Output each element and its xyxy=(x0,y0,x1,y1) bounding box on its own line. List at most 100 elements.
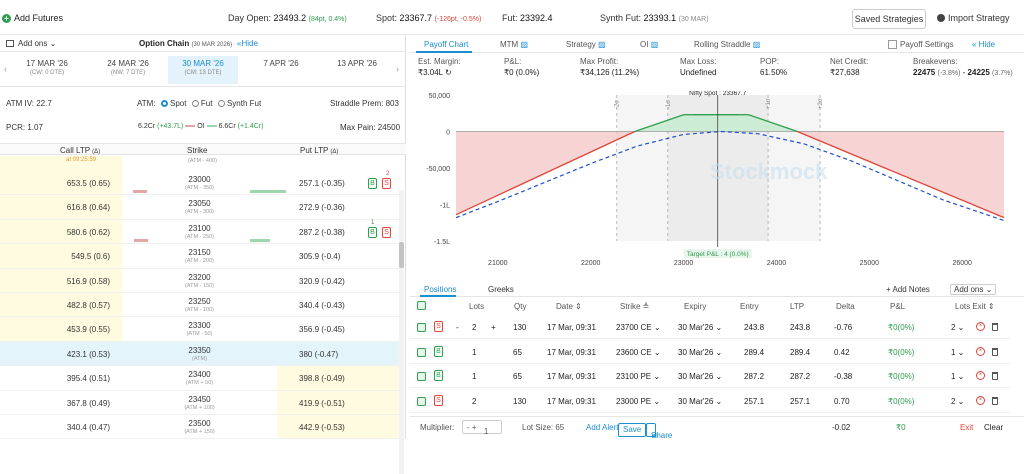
sort-date[interactable]: Date ⇕ xyxy=(556,302,582,311)
add-alert-button[interactable]: Add Alert xyxy=(586,423,619,432)
import-strategy-button[interactable]: Import Strategy xyxy=(937,13,1010,23)
put-ltp[interactable]: 272.9 (-0.36) xyxy=(299,203,345,213)
trash-icon[interactable] xyxy=(992,396,998,405)
put-ltp[interactable]: 257.1 (-0.35) xyxy=(299,179,345,188)
expiry-date-3[interactable]: 7 APR '26 xyxy=(263,59,299,68)
position-row[interactable]: S -2 +130 17 Mar, 09:31 23700 CE ⌄ 30 Mar'26 … xyxy=(410,315,1010,339)
strike-select[interactable]: 23100 PE ⌄ xyxy=(616,372,661,381)
tab-mtm[interactable]: MTM ▨ xyxy=(500,40,529,49)
position-row[interactable]: B 1 65 17 Mar, 09:31 23600 CE ⌄ 30 Mar'26 ⌄ 28… xyxy=(410,340,1010,364)
put-ltp[interactable]: 398.8 (-0.49) xyxy=(277,366,400,390)
exit-lots-select[interactable]: 1 ⌄ xyxy=(951,347,965,357)
trash-icon[interactable] xyxy=(992,323,998,331)
tab-greeks[interactable]: Greeks xyxy=(488,285,514,294)
add-ons-positions[interactable]: Add ons ⌄ xyxy=(950,284,997,295)
position-row[interactable]: B 1 65 17 Mar, 09:31 23100 PE ⌄ 30 Mar'26 ⌄ 28… xyxy=(410,364,1010,388)
trash-icon[interactable] xyxy=(992,372,998,380)
chain-row[interactable]: 580.6 (0.62) 23100 (ATM - 250) 287.2 (-0.38… xyxy=(0,219,400,245)
call-ltp[interactable]: 516.9 (0.58) xyxy=(0,268,122,292)
radio-fut[interactable] xyxy=(191,100,199,108)
buy-badge[interactable]: B xyxy=(368,226,377,238)
trash-icon[interactable] xyxy=(992,347,998,356)
chain-row[interactable]: 367.8 (0.49) 23450 (ATM + 100) 419.9 (-0.51… xyxy=(0,390,400,415)
put-ltp[interactable]: 419.9 (-0.51) xyxy=(277,390,400,414)
row-checkbox[interactable] xyxy=(417,323,426,332)
exit-position-icon[interactable]: × xyxy=(976,346,985,356)
call-ltp[interactable]: 367.8 (0.49) xyxy=(66,398,110,408)
sell-badge[interactable]: S xyxy=(382,178,391,189)
chain-row[interactable]: 482.8 (0.57) 23250 (ATM - 100) 340.4 (-0.43… xyxy=(0,293,400,318)
save-button[interactable]: Save xyxy=(618,423,647,437)
sort-lots-exit[interactable]: Lots Exit ⇕ xyxy=(955,302,995,311)
tab-payoff-chart[interactable]: Payoff Chart xyxy=(424,40,469,49)
multiplier-stepper[interactable]: - 1 + xyxy=(462,420,502,436)
row-checkbox[interactable] xyxy=(417,396,426,406)
exit-position-icon[interactable]: × xyxy=(976,395,985,405)
scroll-thumb[interactable] xyxy=(399,242,404,268)
chain-row[interactable]: 616.8 (0.64) 23050 (ATM - 300) 272.9 (-0.36… xyxy=(0,195,400,220)
chain-row[interactable]: 395.4 (0.51) 23400 (ATM + 50) 398.8 (-0.49) xyxy=(0,366,400,391)
exit-position-icon[interactable]: × xyxy=(976,371,985,380)
tab-rolling-straddle[interactable]: Rolling Straddle ▨ xyxy=(694,40,761,49)
call-ltp[interactable]: 653.5 (0.65) xyxy=(0,171,122,195)
call-ltp[interactable]: 423.1 (0.53) xyxy=(66,349,110,359)
chain-scrollbar[interactable] xyxy=(399,190,404,474)
expiry-select[interactable]: 30 Mar'26 ⌄ xyxy=(678,396,723,406)
radio-synth-fut[interactable] xyxy=(217,100,225,108)
add-ons-dropdown[interactable]: Add ons ⌄ xyxy=(18,39,57,48)
put-ltp[interactable]: 305.9 (-0.4) xyxy=(299,252,341,262)
call-ltp[interactable]: 482.8 (0.57) xyxy=(0,293,122,317)
col-call-ltp[interactable]: Call LTP (Δ) xyxy=(60,146,101,155)
side-badge[interactable]: B xyxy=(434,370,443,381)
chain-row[interactable]: 453.9 (0.55) 23300 (ATM - 50) 356.9 (-0.45) xyxy=(0,317,400,342)
put-ltp[interactable]: 320.9 (-0.42) xyxy=(299,276,345,286)
call-ltp[interactable]: 580.6 (0.62) xyxy=(0,219,122,244)
col-put-ltp[interactable]: Put LTP (Δ) xyxy=(300,146,339,155)
side-badge[interactable]: S xyxy=(434,394,443,406)
expiry-select[interactable]: 30 Mar'26 ⌄ xyxy=(678,372,723,381)
tab-oi[interactable]: OI ▨ xyxy=(640,40,659,49)
expiry-date-2[interactable]: 30 MAR '26 (CM: 13 DTE) xyxy=(168,56,238,84)
call-ltp[interactable]: 453.9 (0.55) xyxy=(0,317,122,341)
add-notes-button[interactable]: + Add Notes xyxy=(886,285,930,294)
strike-select[interactable]: 23600 CE ⌄ xyxy=(616,347,661,357)
chevron-left-icon[interactable]: ‹ xyxy=(4,64,7,74)
expiry-date-1[interactable]: 24 MAR '26 (NW: 7 DTE) xyxy=(107,59,149,76)
share-button[interactable]: ⋖ Share xyxy=(646,423,672,440)
radio-spot[interactable] xyxy=(160,100,168,108)
sort-strike[interactable]: Strike ≜ xyxy=(620,302,650,311)
hide-chain-button[interactable]: «Hide xyxy=(237,39,258,48)
strike-select[interactable]: 23000 PE ⌄ xyxy=(616,396,661,406)
chain-row[interactable]: 340.4 (0.47) 23500 (ATM + 150) 442.9 (-0.53… xyxy=(0,415,400,440)
chain-row[interactable]: 516.9 (0.58) 23200 (ATM - 150) 320.9 (-0.42… xyxy=(0,268,400,293)
expiry-date-0[interactable]: 17 MAR '26 (CW: 0 DTE) xyxy=(26,59,68,76)
chain-row[interactable]: 423.1 (0.53) 23350 (ATM) 380 (-0.47) xyxy=(0,341,400,367)
call-ltp[interactable]: 340.4 (0.47) xyxy=(66,423,110,432)
expiry-date-4[interactable]: 13 APR '26 xyxy=(337,59,377,68)
put-ltp[interactable]: 356.9 (-0.45) xyxy=(299,325,345,335)
buy-badge[interactable]: B xyxy=(368,178,377,189)
strike-select[interactable]: 23700 CE ⌄ xyxy=(616,323,661,332)
saved-strategies-button[interactable]: Saved Strategies xyxy=(852,9,926,29)
exit-lots-select[interactable]: 1 ⌄ xyxy=(951,372,965,381)
add-futures-button[interactable]: + Add Futures xyxy=(2,13,63,23)
call-ltp[interactable]: 549.5 (0.6) xyxy=(0,244,122,268)
call-ltp[interactable]: 616.8 (0.64) xyxy=(0,195,122,219)
hide-payoff-button[interactable]: « Hide xyxy=(972,40,996,49)
side-badge[interactable]: S xyxy=(434,321,443,332)
lots-increment[interactable]: + xyxy=(491,323,496,332)
sell-badge[interactable]: S xyxy=(382,226,391,238)
chevron-right-icon[interactable]: › xyxy=(396,64,399,74)
call-ltp[interactable]: 395.4 (0.51) xyxy=(66,374,110,384)
payoff-settings-checkbox[interactable]: Payoff Settings xyxy=(888,40,954,50)
put-ltp[interactable]: 287.2 (-0.38) xyxy=(299,227,345,237)
put-ltp[interactable]: 442.9 (-0.53) xyxy=(277,415,400,439)
row-checkbox[interactable] xyxy=(417,347,426,357)
payoff-chart[interactable]: -2σ -1σ +1σ +2σ 21000 22000 23000 24000 25000 260… xyxy=(410,90,1024,281)
chain-row[interactable]: 549.5 (0.6) 23150 (ATM - 200) 305.9 (-0.4) xyxy=(0,244,400,269)
side-badge[interactable]: B xyxy=(434,345,443,357)
put-ltp[interactable]: 340.4 (-0.43) xyxy=(299,301,345,310)
tab-strategy[interactable]: Strategy ▨ xyxy=(566,40,606,49)
expiry-select[interactable]: 30 Mar'26 ⌄ xyxy=(678,323,723,332)
expiry-select[interactable]: 30 Mar'26 ⌄ xyxy=(678,347,723,357)
